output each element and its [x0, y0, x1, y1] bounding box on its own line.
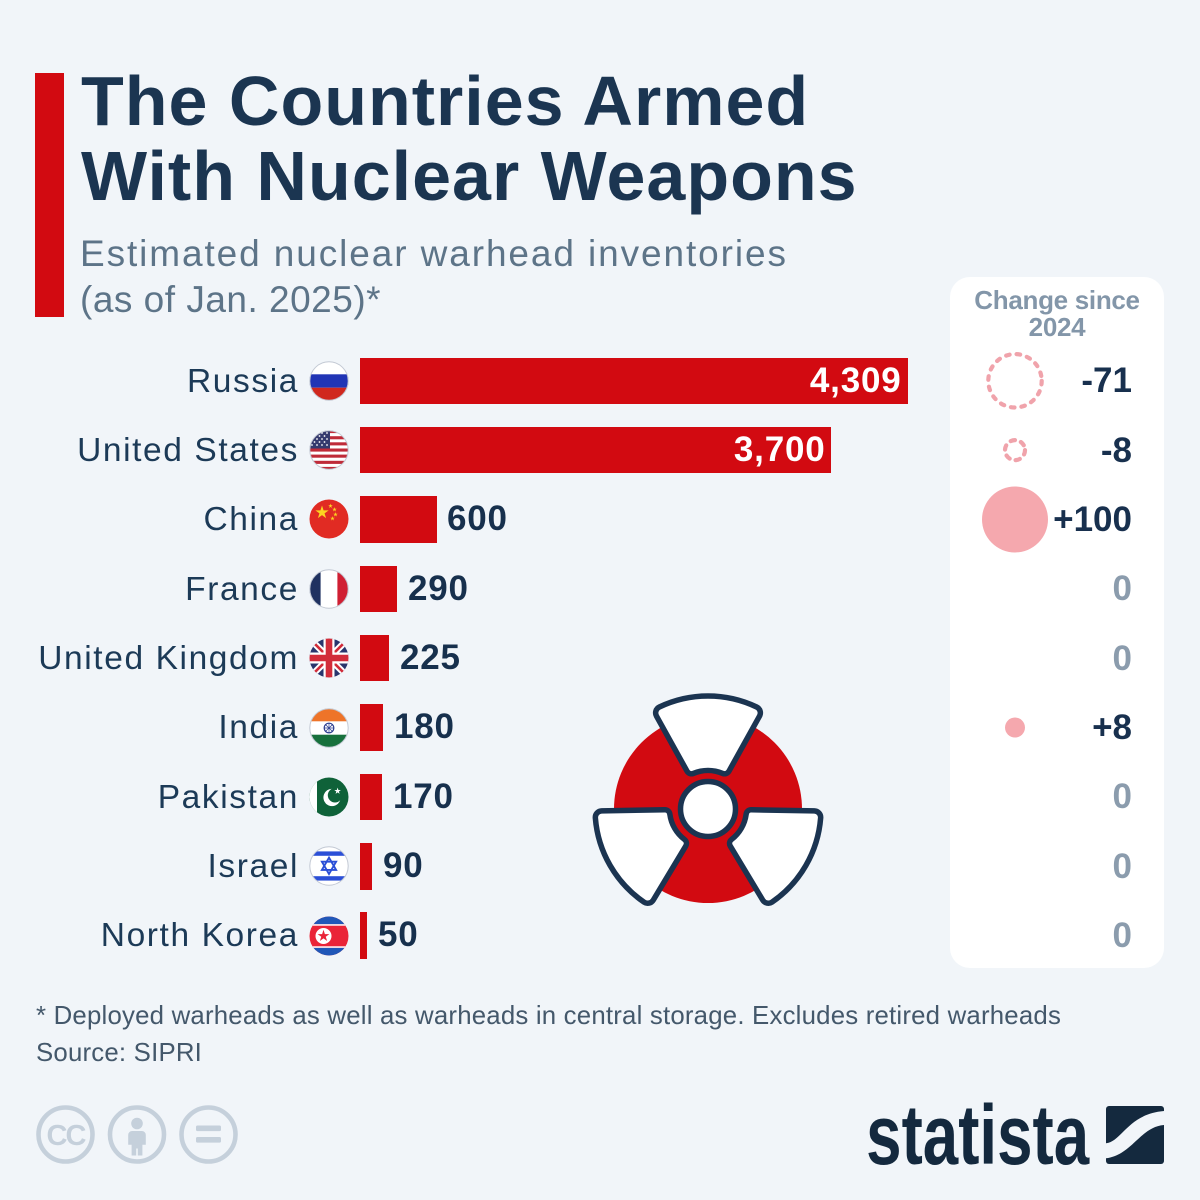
- svg-text:CC: CC: [47, 1120, 87, 1152]
